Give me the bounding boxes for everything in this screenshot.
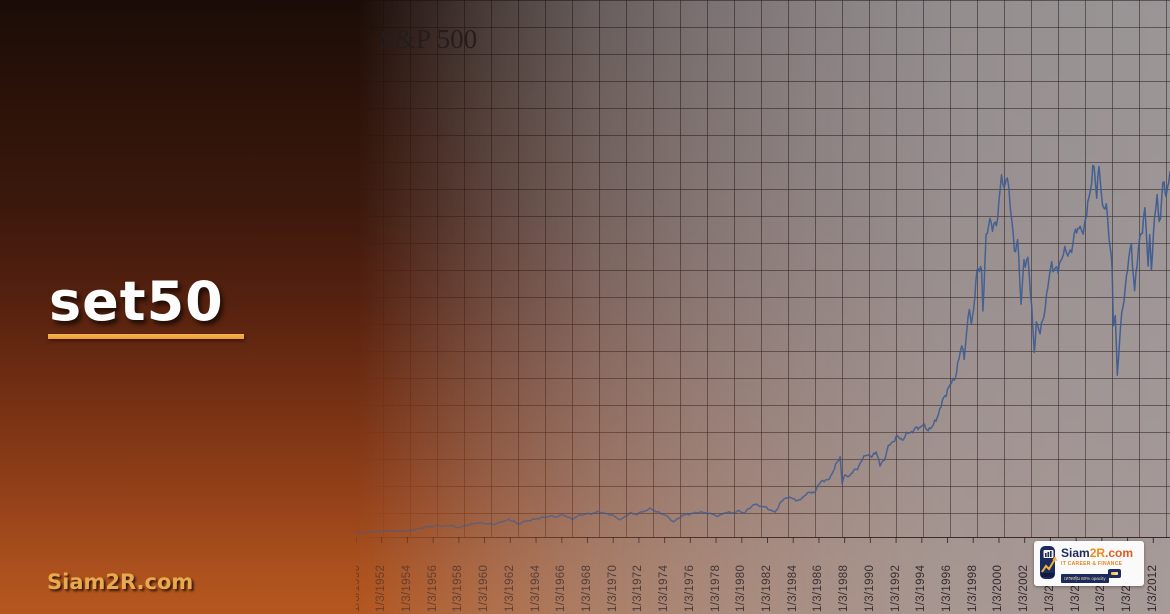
x-axis-label: 1/3/2000 (992, 564, 1005, 612)
x-axis-label: 1/3/1952 (375, 564, 388, 612)
logo-chart-icon (1040, 546, 1058, 579)
x-axis-label: 1/3/1988 (838, 564, 851, 612)
x-axis-label: 1/3/1950 (349, 564, 362, 612)
x-axis-label: 1/3/1954 (400, 564, 413, 612)
x-axis-label: 1/3/1974 (658, 564, 671, 612)
chart-title: S&P 500 (379, 24, 478, 54)
x-axis-label: 1/3/1994 (915, 564, 928, 612)
x-axis-label: 1/3/1998 (966, 564, 979, 612)
x-axis-label: 1/3/1976 (683, 564, 696, 612)
x-axis-label: 1/3/1956 (426, 564, 439, 612)
logo-brand-com: .com (1105, 546, 1134, 560)
logo-strip-text: เทรดหุ้น 80% opacity (1061, 574, 1109, 583)
chart-plot-background (356, 0, 1170, 614)
chart-ink-layer: 1/3/1950 1/3/1952 1/3/1954 1/3/1956 1/3/1958… (350, 0, 1170, 614)
x-axis-label: 1/3/1986 (812, 564, 825, 612)
x-axis-label: 1/3/1970 (606, 564, 619, 612)
x-axis-label: 1/3/1990 (863, 564, 876, 612)
x-axis-label: 1/3/1972 (632, 564, 645, 612)
x-axis-label: 1/3/1984 (786, 564, 799, 612)
x-axis-label: 1/3/1962 (503, 564, 516, 612)
x-axis-label: 1/3/1982 (761, 564, 773, 612)
x-axis-label: 1/3/1966 (555, 564, 568, 612)
siam2r-logo: Siam2R.com IT CAREER & FINANCE เทรดหุ้น … (1034, 541, 1144, 586)
x-axis-label: 1/3/1964 (529, 564, 542, 612)
logo-tagline: IT CAREER & FINANCE (1061, 561, 1123, 567)
logo-badge (1108, 569, 1121, 578)
x-axis-label: 1/3/1960 (478, 564, 491, 612)
x-axis-label: 1/3/2002 (1018, 564, 1031, 612)
sp500-series-line (356, 164, 1170, 534)
sp500-line-plot (356, 164, 1170, 543)
logo-brand-2r: 2R (1089, 546, 1106, 560)
chart-gridlines (356, 0, 1170, 538)
sp500-chart: 1/3/1950 1/3/1952 1/3/1954 1/3/1956 1/3/1958… (350, 0, 1170, 614)
page-title: set50 (49, 270, 224, 333)
x-axis-label: 1/3/1996 (941, 564, 954, 612)
x-axis-label: 1/3/1980 (735, 564, 748, 612)
x-axis-label: 1/3/1968 (580, 564, 593, 612)
x-axis-label: 1/3/1978 (709, 564, 722, 612)
logo-brand-siam: Siam (1061, 546, 1090, 560)
x-axis-label: 1/3/1992 (889, 564, 902, 612)
logo-brand-text: Siam2R.com (1061, 547, 1139, 560)
watermark-text: Siam2R.com (47, 570, 194, 594)
title-underline (48, 334, 244, 339)
x-axis-label: 1/3/1958 (452, 564, 465, 612)
x-axis-label: 1/3/2012 (1146, 564, 1159, 612)
